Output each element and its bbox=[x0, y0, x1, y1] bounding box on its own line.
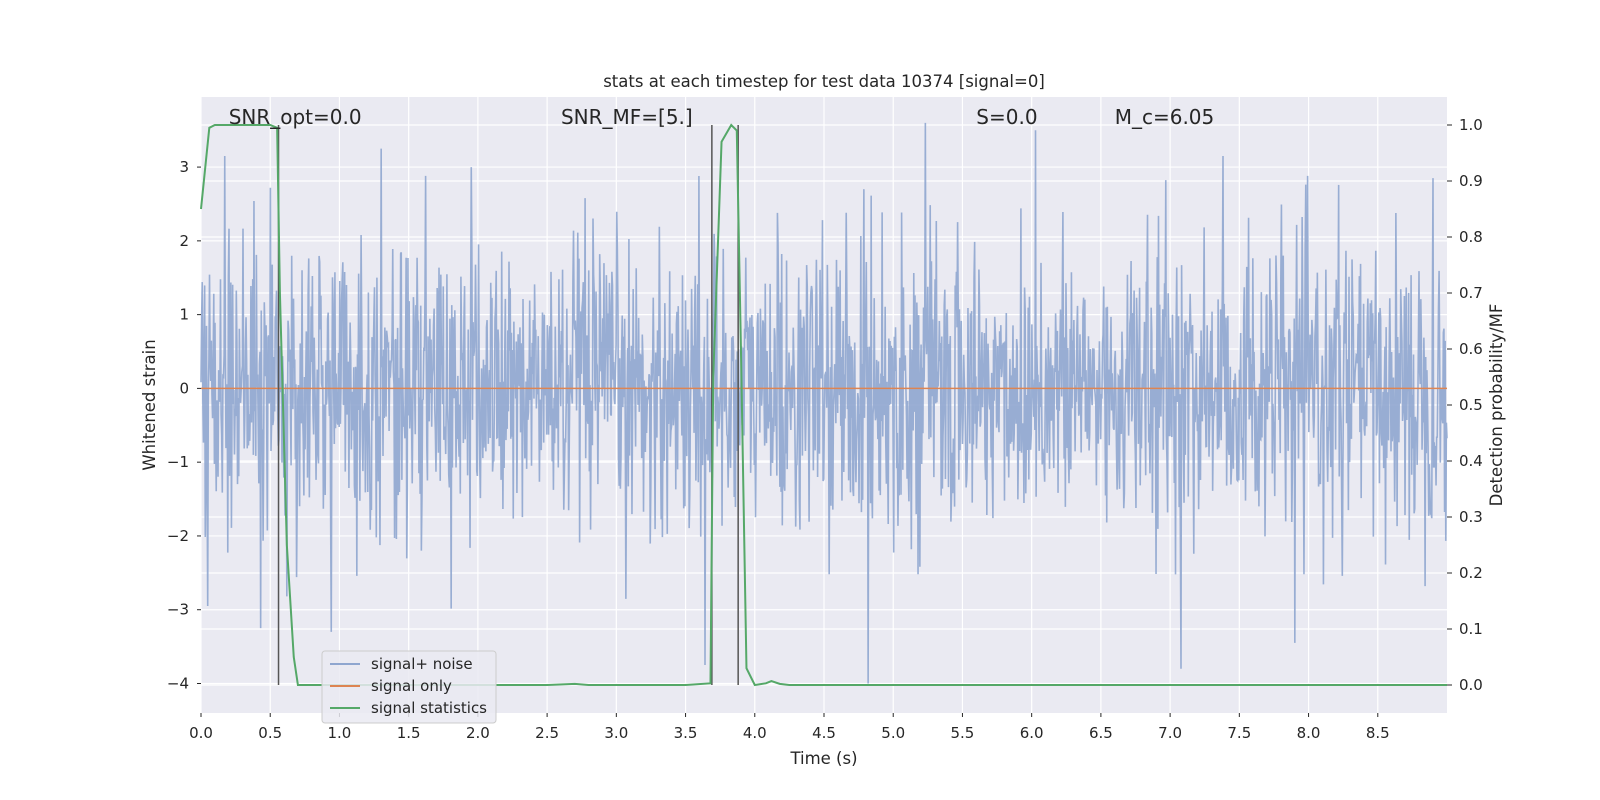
y-right-tick-label-2: 0.2 bbox=[1459, 564, 1483, 582]
series-signal-statistics bbox=[200, 123, 1447, 687]
annotations: SNR_opt=0.0 SNR_MF=[5.] S=0.0 M_c=6.05 bbox=[229, 105, 1215, 129]
legend-label-signal-statistics: signal statistics bbox=[371, 699, 487, 717]
y-tick-label-7: 3 bbox=[179, 158, 189, 176]
x-tick-label-3: 1.5 bbox=[397, 724, 421, 742]
y-tick-label-6: 2 bbox=[179, 232, 189, 250]
y-right-tick-label-0: 0.0 bbox=[1459, 676, 1483, 694]
y-right-tick-labels: 0.0 0.1 0.2 0.3 0.4 0.5 0.6 0.7 0.8 0.9 1.0 bbox=[1447, 116, 1483, 694]
annotation-3: M_c=6.05 bbox=[1115, 105, 1215, 129]
x-tick-label-8: 4.0 bbox=[743, 724, 767, 742]
y-right-axis-label: Detection probability/MF bbox=[1487, 304, 1506, 507]
y-tick-label-3: −1 bbox=[167, 453, 189, 471]
legend-label-signal-only: signal only bbox=[371, 677, 452, 695]
x-tick-label-10: 5.0 bbox=[881, 724, 905, 742]
chart-title: stats at each timestep for test data 103… bbox=[603, 72, 1045, 91]
legend-label-signal-noise: signal+ noise bbox=[371, 655, 473, 673]
x-tick-label-5: 2.5 bbox=[535, 724, 559, 742]
y-right-tick-label-7: 0.7 bbox=[1459, 284, 1483, 302]
x-tick-label-14: 7.0 bbox=[1158, 724, 1182, 742]
x-tick-label-15: 7.5 bbox=[1227, 724, 1251, 742]
y-right-tick-label-10: 1.0 bbox=[1459, 116, 1483, 134]
x-tick-label-12: 6.0 bbox=[1020, 724, 1044, 742]
y-tick-label-1: −3 bbox=[167, 601, 189, 619]
x-axis-label: Time (s) bbox=[789, 749, 857, 768]
y-tick-label-5: 1 bbox=[179, 306, 189, 324]
x-tick-label-16: 8.0 bbox=[1297, 724, 1321, 742]
y-right-tick-label-5: 0.5 bbox=[1459, 396, 1483, 414]
x-tick-label-4: 2.0 bbox=[466, 724, 490, 742]
x-tick-label-6: 3.0 bbox=[604, 724, 628, 742]
x-tick-label-17: 8.5 bbox=[1366, 724, 1390, 742]
y-tick-labels: −4 −3 −2 −1 0 1 2 3 bbox=[167, 158, 201, 692]
y-right-tick-label-9: 0.9 bbox=[1459, 172, 1483, 190]
x-tick-label-13: 6.5 bbox=[1089, 724, 1113, 742]
y-tick-label-0: −4 bbox=[167, 674, 189, 692]
x-tick-labels: 0.0 0.5 1.0 1.5 2.0 2.5 3.0 3.5 4.0 4.5 5.0 5.5 6.0 6… bbox=[189, 713, 1390, 742]
y-right-tick-label-3: 0.3 bbox=[1459, 508, 1483, 526]
x-tick-label-7: 3.5 bbox=[674, 724, 698, 742]
x-tick-label-1: 0.5 bbox=[258, 724, 282, 742]
y-tick-label-4: 0 bbox=[179, 379, 189, 397]
annotation-1: SNR_MF=[5.] bbox=[561, 105, 693, 129]
legend-box bbox=[321, 650, 497, 724]
y-right-tick-label-1: 0.1 bbox=[1459, 620, 1483, 638]
y-axis-label: Whitened strain bbox=[140, 339, 159, 470]
y-right-tick-label-6: 0.6 bbox=[1459, 340, 1483, 358]
signal-statistics-line bbox=[200, 123, 1447, 687]
annotation-0: SNR_opt=0.0 bbox=[229, 105, 362, 129]
x-tick-label-2: 1.0 bbox=[328, 724, 352, 742]
x-tick-label-11: 5.5 bbox=[951, 724, 975, 742]
y-right-tick-label-4: 0.4 bbox=[1459, 452, 1483, 470]
y-right-tick-label-8: 0.8 bbox=[1459, 228, 1483, 246]
x-tick-label-9: 4.5 bbox=[812, 724, 836, 742]
legend: signal+ noise signal only signal statist… bbox=[321, 650, 497, 724]
x-tick-label-0: 0.0 bbox=[189, 724, 213, 742]
y-tick-label-2: −2 bbox=[167, 527, 189, 545]
annotation-2: S=0.0 bbox=[976, 105, 1037, 129]
